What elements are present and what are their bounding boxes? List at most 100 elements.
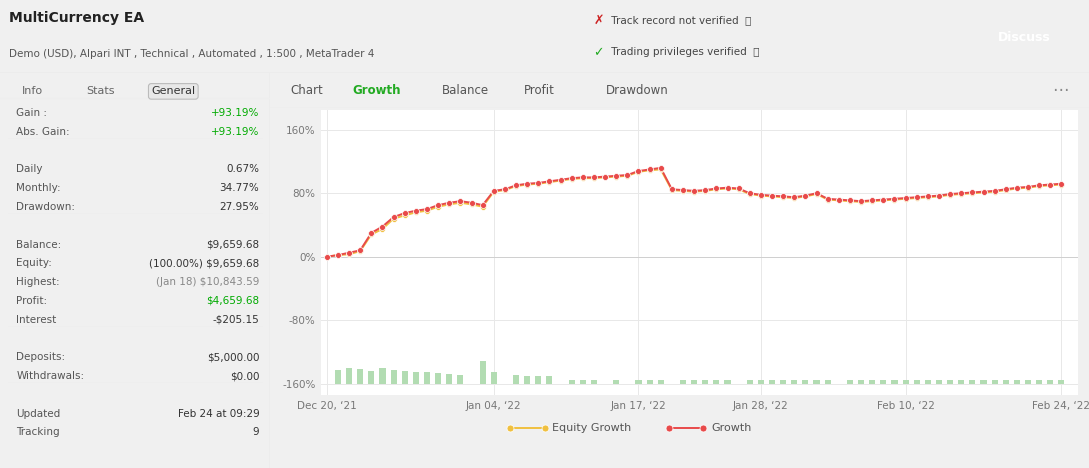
Bar [869, 380, 876, 384]
Point [785, 193, 803, 201]
Bar [958, 380, 964, 384]
Bar [992, 380, 998, 384]
Point [685, 188, 702, 196]
Bar [402, 371, 407, 384]
Point [329, 251, 346, 259]
Bar [925, 380, 931, 384]
Point [830, 197, 847, 204]
Bar [792, 380, 797, 384]
Text: 0.67%: 0.67% [227, 164, 259, 175]
Bar [858, 380, 865, 384]
Point [874, 197, 892, 204]
Point [808, 190, 825, 198]
Point [864, 197, 881, 205]
Point [563, 175, 580, 182]
Point [641, 167, 659, 174]
Text: Gain :: Gain : [16, 108, 47, 118]
Point [518, 181, 536, 188]
Point [629, 168, 647, 176]
Bar [758, 380, 764, 384]
Point [785, 194, 803, 202]
Point [608, 172, 625, 180]
Point [663, 186, 681, 194]
Text: Track record not verified  ⓘ: Track record not verified ⓘ [608, 15, 751, 25]
Bar [803, 380, 808, 384]
Bar [479, 361, 486, 384]
Point [953, 190, 970, 198]
Point [507, 183, 525, 190]
Point [741, 190, 758, 197]
Point [874, 196, 892, 203]
Point [685, 187, 702, 195]
Point [975, 188, 992, 196]
Point [407, 209, 425, 216]
Bar [914, 380, 920, 384]
Point [629, 167, 647, 175]
Text: Balance: Balance [442, 84, 489, 96]
Text: Chart: Chart [291, 84, 323, 96]
Bar [524, 376, 530, 384]
Bar [1025, 380, 1031, 384]
Point [329, 251, 346, 259]
Point [763, 192, 781, 199]
Text: $5,000.00: $5,000.00 [207, 352, 259, 362]
Text: ✓: ✓ [594, 46, 604, 58]
Text: MultiCurrency EA: MultiCurrency EA [9, 11, 144, 25]
Point [719, 185, 736, 192]
Bar [346, 368, 352, 384]
Point [652, 166, 670, 173]
Text: Daily: Daily [16, 164, 42, 175]
Point [719, 184, 736, 191]
Text: Drawdown:: Drawdown: [16, 202, 75, 212]
Text: $4,659.68: $4,659.68 [206, 296, 259, 306]
Bar [368, 371, 375, 384]
Point [341, 249, 358, 256]
Text: Profit: Profit [524, 84, 554, 96]
Text: Growth: Growth [711, 423, 751, 433]
Bar [847, 380, 853, 384]
Text: Profit:: Profit: [16, 296, 47, 306]
Point [941, 190, 958, 198]
Bar [892, 380, 897, 384]
Text: Discuss: Discuss [999, 31, 1051, 44]
Point [1030, 182, 1048, 189]
Point [1019, 184, 1037, 191]
Bar [1014, 380, 1020, 384]
Point [819, 195, 836, 203]
Point [396, 209, 414, 217]
Text: Stats: Stats [86, 87, 115, 96]
Text: Highest:: Highest: [16, 277, 60, 287]
Bar [535, 376, 541, 384]
Bar [980, 380, 987, 384]
Point [853, 198, 870, 206]
Bar [647, 380, 652, 384]
Text: Withdrawals:: Withdrawals: [16, 371, 84, 381]
Point [674, 187, 692, 195]
Bar [947, 380, 953, 384]
Text: Info: Info [22, 87, 42, 96]
Point [708, 185, 725, 192]
Point [986, 188, 1003, 196]
Bar [1036, 380, 1042, 384]
Bar [436, 373, 441, 384]
Point [730, 185, 747, 192]
Point [1053, 180, 1070, 188]
Point [897, 195, 915, 203]
Text: $9,659.68: $9,659.68 [206, 240, 259, 249]
Bar [903, 380, 908, 384]
Point [841, 197, 858, 205]
Point [808, 190, 825, 197]
Point [463, 201, 480, 208]
Point [752, 191, 770, 198]
Bar [335, 370, 341, 384]
Text: Drawdown: Drawdown [605, 84, 669, 96]
Bar [547, 376, 552, 384]
Point [529, 179, 547, 187]
Point [318, 253, 335, 260]
Point [574, 174, 591, 181]
Point [407, 207, 425, 214]
Point [507, 182, 525, 189]
Point [418, 205, 436, 213]
Text: 27.95%: 27.95% [220, 202, 259, 212]
Bar [702, 380, 708, 384]
